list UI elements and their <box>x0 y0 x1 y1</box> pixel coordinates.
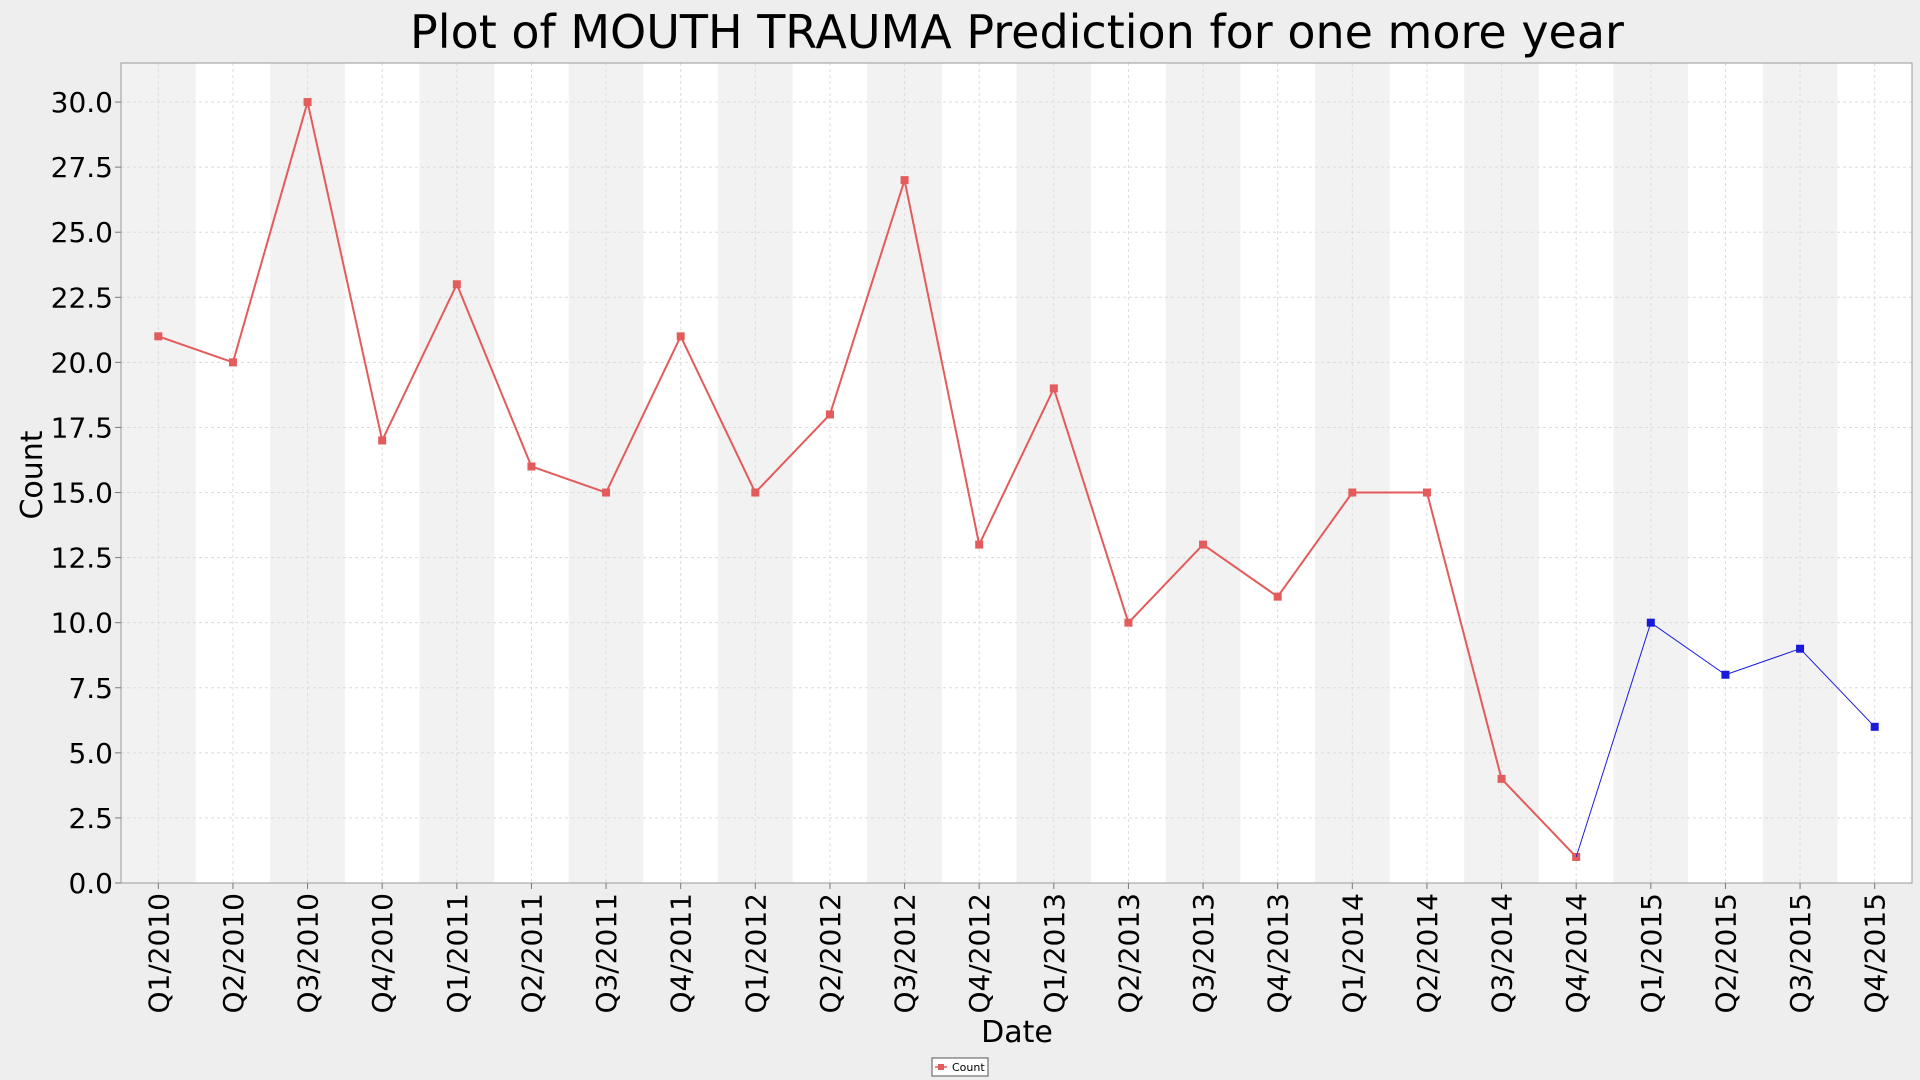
chart-title: Plot of MOUTH TRAUMA Prediction for one … <box>410 5 1624 59</box>
x-tick-label: Q4/2014 <box>1560 893 1593 1014</box>
forecast-point <box>1796 644 1805 653</box>
x-tick-label: Q4/2011 <box>665 893 698 1014</box>
count-series-line <box>157 101 1577 858</box>
x-tick-label: Q3/2014 <box>1486 893 1519 1014</box>
y-tick-label: 27.5 <box>51 151 113 184</box>
forecast-point <box>1646 618 1655 627</box>
count-point <box>154 332 163 341</box>
x-tick-label: Q2/2011 <box>515 893 548 1014</box>
x-tick-label: Q3/2011 <box>590 893 623 1014</box>
x-tick-label: Q2/2012 <box>814 893 847 1014</box>
x-tick-label: Q3/2013 <box>1187 893 1220 1014</box>
y-tick-label: 2.5 <box>68 802 113 835</box>
legend-label: Count <box>952 1061 985 1074</box>
y-tick-label: 25.0 <box>51 216 113 249</box>
forecast-point <box>1721 670 1730 679</box>
x-tick-label: Q4/2015 <box>1859 893 1892 1014</box>
x-tick-label: Q1/2011 <box>441 893 474 1014</box>
x-tick-label: Q4/2010 <box>366 893 399 1014</box>
count-point <box>527 462 536 471</box>
y-tick-label: 22.5 <box>51 281 113 314</box>
x-axis-ticks: Q1/2010 Q2/2010 Q3/2010 Q4/2010 Q1/2011 Q2/20… <box>142 883 1892 1014</box>
x-tick-label: Q1/2015 <box>1635 893 1668 1014</box>
count-point <box>602 488 611 497</box>
x-tick-label: Q3/2010 <box>292 893 325 1014</box>
x-tick-label: Q3/2015 <box>1784 893 1817 1014</box>
legend: Count <box>931 1057 989 1077</box>
count-point <box>825 410 834 419</box>
y-axis-label: Count <box>15 430 50 519</box>
forecast-point <box>1870 722 1879 731</box>
count-point <box>1199 540 1208 549</box>
x-tick-label: Q1/2010 <box>142 893 175 1014</box>
count-point <box>900 176 909 185</box>
x-tick-label: Q2/2010 <box>217 893 250 1014</box>
count-point <box>1124 618 1133 627</box>
count-point <box>1422 488 1431 497</box>
x-tick-label: Q1/2012 <box>739 893 772 1014</box>
count-point <box>1348 488 1357 497</box>
x-tick-label: Q2/2015 <box>1709 893 1742 1014</box>
count-point <box>378 436 387 445</box>
y-tick-label: 5.0 <box>68 737 113 770</box>
y-tick-label: 7.5 <box>68 672 113 705</box>
count-point <box>975 540 984 549</box>
y-axis-ticks: 0.0 2.5 5.0 7.5 10.0 12.5 15.0 17.5 20.0 22.5 25.0… <box>51 86 121 900</box>
y-tick-label: 10.0 <box>51 607 113 640</box>
count-point <box>303 98 312 107</box>
x-tick-label: Q1/2013 <box>1038 893 1071 1014</box>
plot-border <box>120 62 1913 884</box>
x-tick-label: Q1/2014 <box>1336 893 1369 1014</box>
x-tick-label: Q4/2013 <box>1262 893 1295 1014</box>
count-point <box>1049 384 1058 393</box>
x-axis-label: Date <box>981 1015 1053 1050</box>
x-tick-label: Q3/2012 <box>889 893 922 1014</box>
x-tick-label: Q2/2013 <box>1112 893 1145 1014</box>
y-tick-label: 0.0 <box>68 867 113 900</box>
x-tick-label: Q2/2014 <box>1411 893 1444 1014</box>
y-tick-label: 30.0 <box>51 86 113 119</box>
count-point <box>676 332 685 341</box>
plot-area <box>120 62 1913 884</box>
count-point <box>1497 774 1506 783</box>
y-tick-label: 17.5 <box>51 411 113 444</box>
count-point <box>1273 592 1282 601</box>
count-point <box>228 358 237 367</box>
y-tick-label: 15.0 <box>51 477 113 510</box>
x-tick-label: Q4/2012 <box>963 893 996 1014</box>
y-tick-label: 12.5 <box>51 542 113 575</box>
count-point <box>751 488 760 497</box>
legend-box <box>931 1057 989 1077</box>
y-tick-label: 20.0 <box>51 346 113 379</box>
legend-marker <box>938 1064 944 1070</box>
count-point <box>452 280 461 289</box>
